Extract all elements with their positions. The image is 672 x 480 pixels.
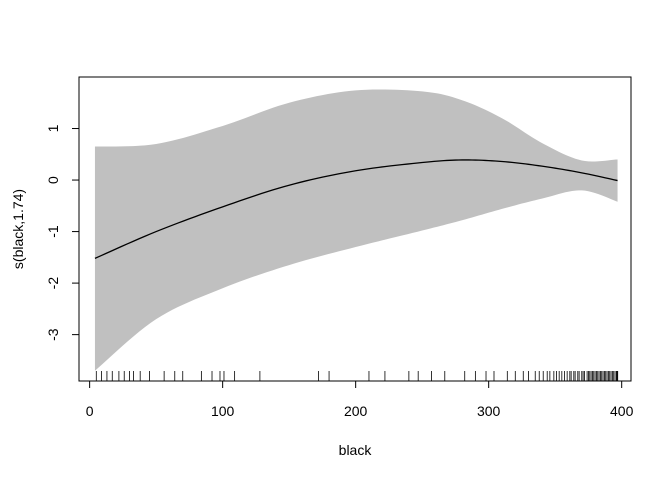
y-tick-label: -1 <box>45 225 61 238</box>
y-tick-label: -3 <box>45 328 61 341</box>
x-tick-label: 300 <box>477 403 501 419</box>
y-tick-label: 0 <box>45 176 61 184</box>
confidence-band <box>94 89 618 371</box>
y-tick-label: -2 <box>45 277 61 290</box>
y-tick-label: 1 <box>45 124 61 132</box>
x-tick-label: 400 <box>610 403 634 419</box>
x-tick-label: 200 <box>344 403 368 419</box>
rug-marks <box>95 371 619 381</box>
x-axis-label: black <box>339 442 373 458</box>
x-axis: 0 100 200 300 400 <box>86 380 634 419</box>
y-axis-label: s(black,1.74) <box>10 189 26 269</box>
x-tick-label: 0 <box>86 403 94 419</box>
y-axis: -3 -2 -1 0 1 <box>45 124 80 341</box>
fit-line <box>94 159 618 259</box>
x-tick-label: 100 <box>211 403 235 419</box>
